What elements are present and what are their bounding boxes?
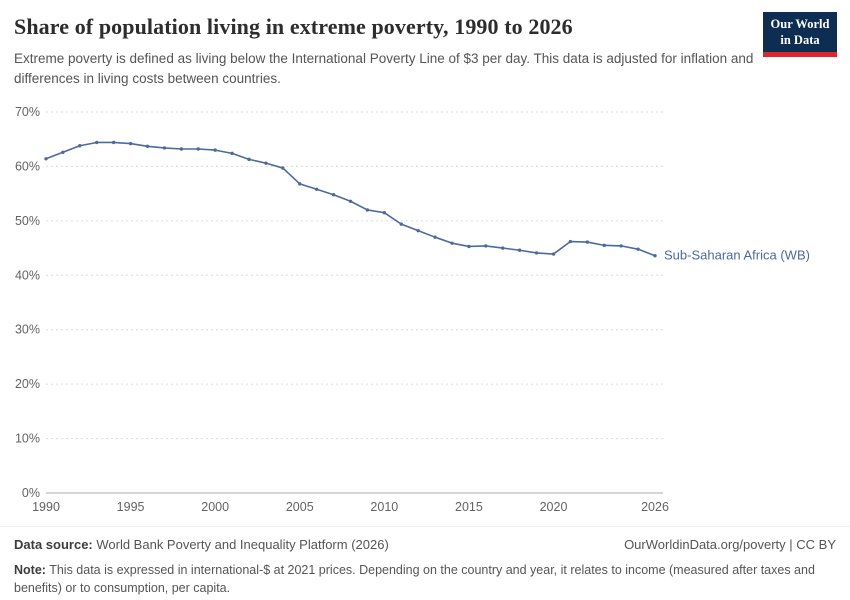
- source-row: Data source: World Bank Poverty and Ineq…: [14, 536, 836, 554]
- y-tick-label: 20%: [15, 377, 40, 391]
- note-label: Note:: [14, 563, 46, 578]
- series-line[interactable]: [45, 141, 656, 257]
- x-tick-label: 2010: [370, 500, 398, 514]
- data-point[interactable]: [484, 244, 488, 248]
- data-point[interactable]: [602, 243, 606, 248]
- owid-logo[interactable]: Our World in Data: [763, 12, 837, 57]
- y-tick-label: 10%: [15, 432, 40, 446]
- data-point[interactable]: [365, 208, 370, 212]
- line-chart: 0% 10% 20% 30% 40% 50% 60% 70% 1990 1995 2000 2005 2…: [0, 96, 850, 528]
- data-source-label: Data source:: [14, 537, 93, 552]
- page-title: Share of population living in extreme po…: [14, 14, 573, 39]
- data-point[interactable]: [433, 235, 437, 239]
- data-point[interactable]: [196, 147, 200, 151]
- x-tick-label: 2005: [286, 500, 314, 514]
- chart-canvas: 0% 10% 20% 30% 40% 50% 60% 70% 1990 1995 2000 2005 2…: [15, 105, 810, 514]
- data-point[interactable]: [264, 161, 268, 165]
- data-point[interactable]: [501, 246, 505, 250]
- owid-logo-line1: Our World: [770, 17, 830, 31]
- chart-subtitle: Extreme poverty is defined as living bel…: [14, 51, 754, 87]
- data-point[interactable]: [213, 148, 217, 152]
- x-tick-label: 2015: [455, 500, 483, 514]
- data-point[interactable]: [145, 144, 150, 148]
- data-point[interactable]: [44, 157, 48, 161]
- data-point[interactable]: [416, 228, 420, 233]
- data-point[interactable]: [298, 182, 302, 186]
- data-point[interactable]: [534, 251, 539, 255]
- data-point[interactable]: [568, 239, 573, 244]
- data-point[interactable]: [78, 144, 82, 148]
- data-point[interactable]: [517, 248, 522, 252]
- data-point[interactable]: [162, 146, 167, 150]
- data-point[interactable]: [653, 253, 657, 258]
- data-point[interactable]: [230, 151, 234, 156]
- y-tick-label: 0%: [22, 486, 40, 500]
- y-tick-label: 70%: [15, 105, 40, 119]
- data-point[interactable]: [128, 141, 133, 146]
- chart-footer: Data source: World Bank Poverty and Ineq…: [0, 526, 850, 597]
- y-tick-label: 50%: [15, 214, 40, 228]
- data-source-text: World Bank Poverty and Inequality Platfo…: [92, 537, 389, 552]
- chart-header: Share of population living in extreme po…: [0, 0, 850, 90]
- data-point[interactable]: [95, 140, 99, 145]
- x-tick-label: 2000: [201, 500, 229, 514]
- data-point[interactable]: [331, 193, 336, 197]
- data-point[interactable]: [348, 199, 353, 203]
- series-end-label[interactable]: Sub-Saharan Africa (WB): [664, 248, 810, 263]
- data-point[interactable]: [551, 252, 556, 256]
- x-tick-label: 1995: [117, 500, 145, 514]
- x-tick-label: 1990: [32, 500, 60, 514]
- x-tick-label: 2026: [641, 500, 669, 514]
- data-point[interactable]: [281, 166, 285, 170]
- data-point[interactable]: [399, 222, 403, 226]
- data-point[interactable]: [247, 157, 251, 162]
- data-source: Data source: World Bank Poverty and Ineq…: [14, 536, 389, 554]
- x-tick-label: 2020: [540, 500, 568, 514]
- data-point[interactable]: [450, 241, 454, 245]
- chart-note: Note: This data is expressed in internat…: [14, 561, 836, 597]
- data-point[interactable]: [619, 244, 623, 248]
- y-tick-label: 40%: [15, 268, 40, 282]
- y-tick-label: 60%: [15, 159, 40, 173]
- data-point[interactable]: [467, 244, 471, 249]
- y-tick-label: 30%: [15, 323, 40, 337]
- data-point[interactable]: [111, 140, 116, 145]
- data-point[interactable]: [585, 240, 590, 244]
- data-point[interactable]: [636, 247, 640, 251]
- owid-logo-line2: in Data: [780, 33, 820, 48]
- data-point[interactable]: [382, 210, 387, 215]
- data-point[interactable]: [61, 150, 65, 154]
- data-point[interactable]: [314, 187, 319, 191]
- owid-license-link[interactable]: OurWorldinData.org/poverty | CC BY: [624, 537, 836, 552]
- data-point[interactable]: [179, 147, 184, 151]
- note-text: This data is expressed in international-…: [14, 563, 815, 596]
